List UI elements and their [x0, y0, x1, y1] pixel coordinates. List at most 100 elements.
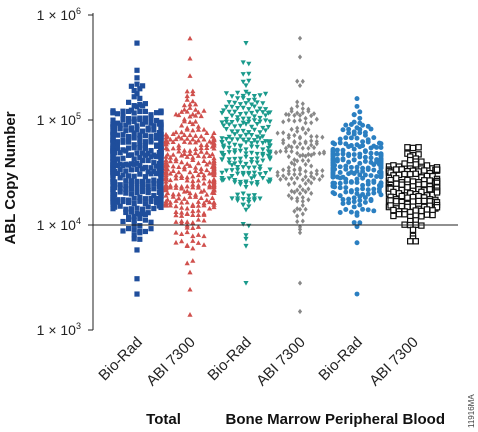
data-point — [170, 163, 176, 169]
data-point — [354, 240, 360, 246]
data-point — [378, 145, 384, 151]
data-point — [154, 143, 160, 149]
data-point — [167, 177, 173, 183]
data-point — [173, 198, 179, 203]
data-point — [357, 172, 363, 178]
data-point — [246, 98, 252, 103]
data-point — [131, 110, 137, 116]
data-point — [173, 212, 179, 218]
data-point — [173, 229, 179, 235]
data-point — [286, 117, 291, 123]
data-point — [412, 161, 420, 168]
data-point — [114, 139, 120, 145]
data-point — [371, 186, 377, 192]
data-point — [219, 120, 225, 126]
data-point — [357, 144, 363, 150]
data-point — [260, 175, 266, 181]
data-point — [151, 186, 157, 192]
data-point — [243, 207, 249, 213]
data-point — [362, 158, 368, 164]
data-point — [120, 218, 126, 225]
data-point — [243, 83, 249, 89]
data-point — [297, 308, 303, 315]
data-point — [193, 168, 199, 174]
data-point — [195, 109, 201, 115]
data-point — [131, 156, 137, 162]
data-point — [158, 121, 164, 127]
data-point — [120, 162, 126, 169]
data-point — [237, 102, 243, 107]
data-point — [195, 240, 201, 245]
data-point — [142, 228, 148, 235]
data-point — [354, 212, 360, 218]
data-point — [140, 150, 146, 156]
data-point — [184, 154, 190, 159]
data-point — [226, 145, 232, 151]
data-point — [181, 118, 187, 124]
data-point — [137, 132, 143, 138]
data-point — [283, 111, 289, 117]
data-point — [184, 97, 190, 102]
data-point — [158, 190, 164, 196]
data-point — [209, 195, 215, 200]
data-point — [131, 118, 137, 125]
data-point — [142, 139, 148, 145]
data-point — [243, 151, 249, 157]
data-point — [265, 145, 271, 151]
data-point — [187, 169, 193, 175]
data-point — [360, 186, 366, 192]
data-point — [170, 168, 176, 173]
data-point — [117, 161, 123, 167]
data-point — [251, 97, 257, 103]
data-point — [181, 132, 187, 138]
data-point — [131, 130, 137, 136]
data-point — [201, 136, 207, 142]
data-point — [134, 205, 140, 211]
category-label: Bio-Rad — [204, 334, 254, 384]
data-point — [173, 158, 179, 164]
data-point — [193, 118, 199, 124]
data-point — [249, 110, 255, 116]
data-point — [332, 166, 338, 172]
data-point — [251, 114, 257, 120]
data-point — [240, 120, 246, 126]
data-point — [257, 164, 263, 170]
data-point — [131, 87, 137, 94]
data-point — [142, 196, 148, 202]
data-point — [126, 162, 132, 168]
data-point — [275, 130, 280, 136]
data-point — [332, 141, 338, 147]
data-point — [235, 167, 241, 173]
data-point — [211, 145, 217, 151]
data-point — [158, 149, 164, 155]
data-point — [246, 91, 252, 97]
data-point — [158, 175, 164, 181]
data-point — [158, 153, 164, 159]
data-point — [346, 126, 352, 132]
data-point — [114, 111, 120, 117]
data-point — [211, 140, 217, 145]
data-point — [300, 187, 305, 193]
data-point — [303, 130, 308, 136]
data-point — [131, 116, 137, 122]
data-point — [243, 280, 249, 286]
data-point — [337, 140, 343, 146]
data-point — [246, 107, 252, 112]
data-point — [221, 153, 227, 159]
data-point — [123, 190, 129, 196]
data-point — [365, 187, 371, 193]
data-point — [404, 194, 411, 201]
data-point — [195, 127, 201, 132]
category-label: Bio-Rad — [95, 334, 145, 384]
data-point — [330, 174, 336, 180]
data-point — [223, 127, 229, 132]
data-point — [303, 174, 308, 180]
data-point — [251, 118, 257, 123]
data-point — [179, 159, 185, 165]
data-point — [295, 219, 300, 225]
data-point — [179, 175, 185, 181]
data-point — [114, 145, 120, 151]
data-point — [254, 100, 260, 106]
data-point — [409, 198, 417, 205]
data-point — [346, 153, 352, 159]
